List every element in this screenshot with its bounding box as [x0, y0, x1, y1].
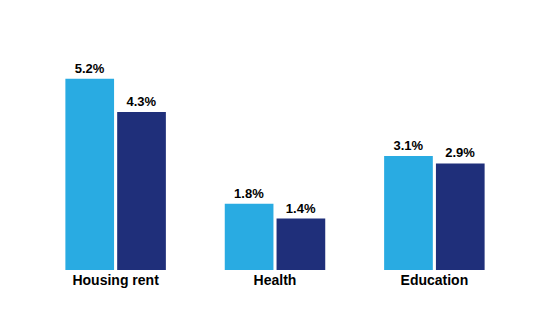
svg-text:3.1%: 3.1%: [393, 138, 423, 153]
svg-text:4.3%: 4.3%: [126, 94, 156, 109]
svg-text:5.2%: 5.2%: [75, 61, 105, 76]
svg-text:2.9%: 2.9%: [445, 145, 475, 160]
svg-text:Education: Education: [401, 272, 469, 288]
svg-text:Housing rent: Housing rent: [72, 272, 159, 288]
svg-text:Health: Health: [254, 272, 297, 288]
svg-text:1.4%: 1.4%: [286, 201, 316, 216]
svg-text:1.8%: 1.8%: [234, 186, 264, 201]
